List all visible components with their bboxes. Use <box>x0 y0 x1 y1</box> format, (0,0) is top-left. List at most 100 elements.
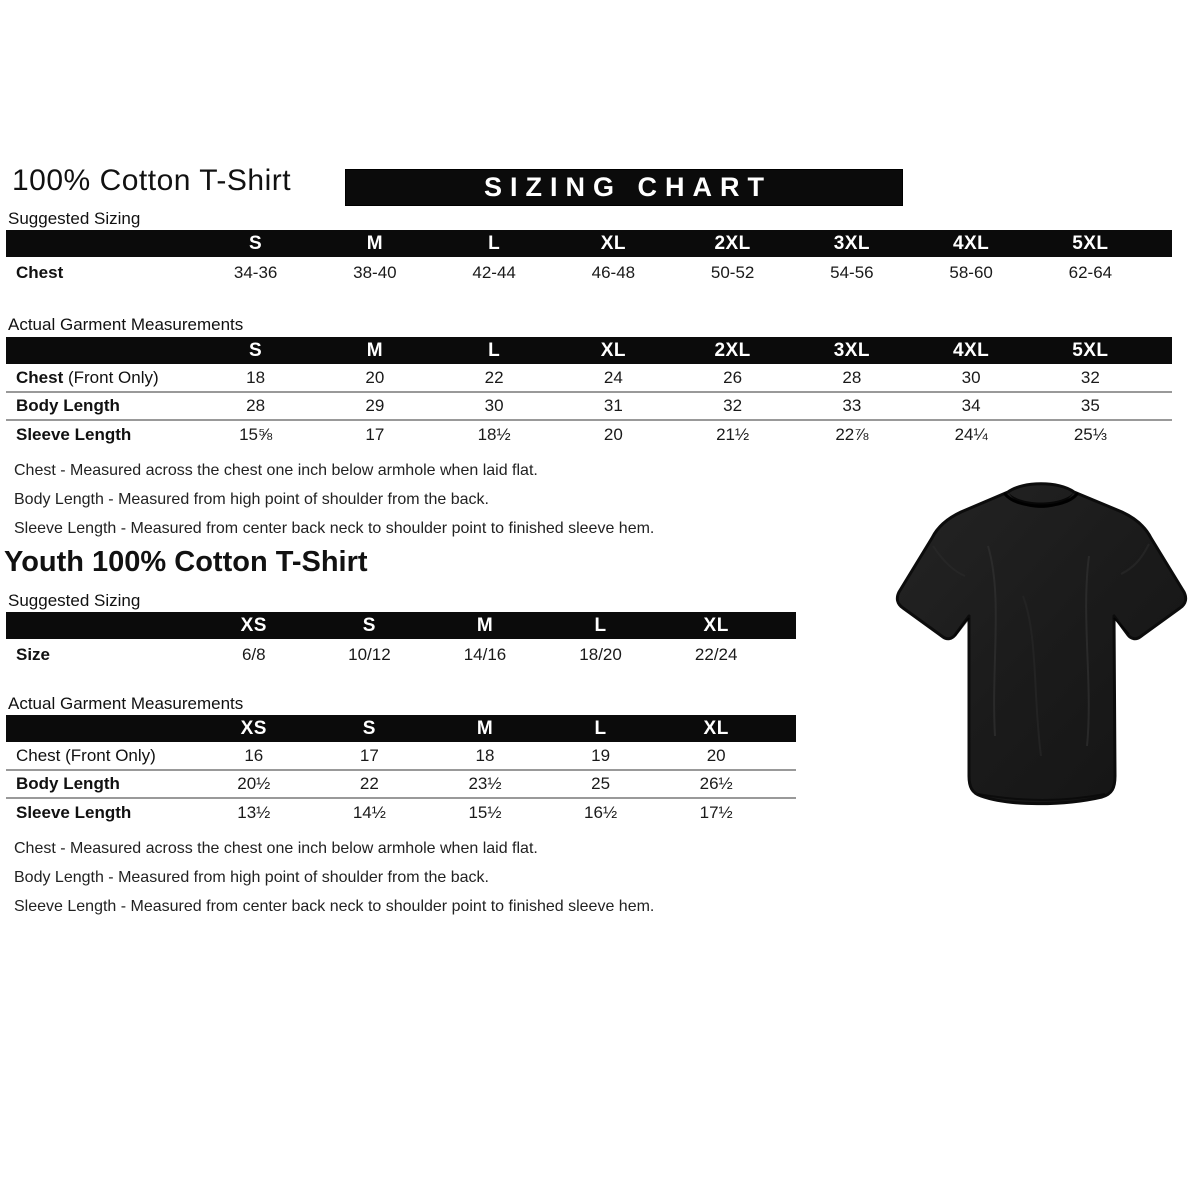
size-column-header: S <box>311 715 428 742</box>
measurement-row: Size 6/8 10/12 14/16 18/20 22/24 <box>6 639 796 671</box>
measurement-cell: 21½ <box>716 424 750 444</box>
measurement-cell: 62-64 <box>1068 263 1113 282</box>
measurement-cell: 14½ <box>352 802 386 822</box>
size-column-header: L <box>434 230 554 257</box>
measurement-cell: 58-60 <box>949 263 993 282</box>
measurement-cell: 26 <box>673 364 793 393</box>
size-column-header: 2XL <box>673 337 793 364</box>
measurement-cell: 14/16 <box>463 645 507 664</box>
size-column-header: L <box>542 715 659 742</box>
measurement-cell: 28 <box>196 392 316 421</box>
measurement-cell: 17 <box>311 742 428 771</box>
measurement-row: Chest (Front Only) 16 17 18 19 20 <box>6 742 796 771</box>
measurement-row: Sleeve Length 13½ 14½ 15½ 16½ 17½ <box>6 798 796 826</box>
size-column-header: L <box>434 337 554 364</box>
measurement-cell: 15½ <box>468 802 502 822</box>
row-label: Body Length <box>6 770 196 799</box>
youth-actual-measurements-table: XS S M L XL Chest (Front Only) 16 17 18 19 20 Body … <box>6 715 796 826</box>
measurement-cell: 34 <box>911 392 1031 421</box>
measurement-cell: 34-36 <box>233 263 278 282</box>
size-column-header: 5XL <box>1030 337 1150 364</box>
corner-cell <box>6 715 196 742</box>
measurement-cell: 33 <box>792 392 912 421</box>
size-column-header: 4XL <box>911 337 1031 364</box>
measurement-cell: 23½ <box>427 770 543 799</box>
measurement-cell: 54-56 <box>830 263 874 282</box>
row-label: Body Length <box>6 392 196 421</box>
measurement-cell: 32 <box>1030 364 1150 393</box>
size-column-header: S <box>196 230 316 257</box>
row-label: Chest (Front Only) <box>6 742 196 771</box>
measurement-cell: 24 <box>553 364 673 393</box>
note-body-length: Body Length - Measured from high point o… <box>14 869 489 886</box>
size-header-row: XS S M L XL <box>6 715 796 742</box>
measurement-row: Chest (Front Only) 18 20 22 24 26 28 30 32 <box>6 364 1172 393</box>
measurement-cell: 15⅝ <box>239 424 273 444</box>
page-title: 100% Cotton T-Shirt <box>12 164 292 197</box>
size-column-header: XS <box>196 612 312 639</box>
measurement-cell: 24¼ <box>954 424 988 444</box>
size-column-header: L <box>542 612 659 639</box>
row-label: Sleeve Length <box>16 802 132 822</box>
measurement-cell: 16½ <box>584 802 618 822</box>
measurement-cell: 20½ <box>196 770 312 799</box>
youth-suggested-sizing-table: XS S M L XL Size 6/8 10/12 14/16 18/20 22/24 <box>6 612 796 671</box>
sizing-chart-banner: SIZING CHART <box>345 169 903 206</box>
measurement-cell: 18½ <box>477 424 511 444</box>
measurement-cell: 18 <box>427 742 543 771</box>
note-body-length: Body Length - Measured from high point o… <box>14 491 489 508</box>
filler-cell <box>1150 337 1172 364</box>
row-label: Size <box>16 645 51 664</box>
black-tshirt-graphic <box>895 482 1188 806</box>
size-column-header: 3XL <box>792 337 912 364</box>
size-column-header: M <box>315 337 435 364</box>
note-sleeve-length: Sleeve Length - Measured from center bac… <box>14 898 655 915</box>
size-header-row: S M L XL 2XL 3XL 4XL 5XL <box>6 230 1172 257</box>
banner-title: SIZING CHART <box>484 172 772 202</box>
size-column-header: 2XL <box>673 230 793 257</box>
measurement-cell: 19 <box>542 742 659 771</box>
measurement-cell: 20 <box>658 742 774 771</box>
filler-cell <box>774 612 796 639</box>
measurement-cell: 18/20 <box>579 645 622 664</box>
measurement-row: Body Length 28 29 30 31 32 33 34 35 <box>6 392 1172 421</box>
measurement-cell: 30 <box>434 392 554 421</box>
measurement-cell: 25 <box>542 770 659 799</box>
measurement-cell: 17½ <box>699 802 733 822</box>
measurement-cell: 22⅞ <box>835 424 869 444</box>
size-column-header: S <box>311 612 428 639</box>
row-label: Chest <box>16 263 64 282</box>
size-column-header: XL <box>553 337 673 364</box>
corner-cell <box>6 230 196 257</box>
size-column-header: XS <box>196 715 312 742</box>
tshirt-image <box>893 476 1189 832</box>
filler-cell <box>1150 364 1172 393</box>
measurement-cell: 28 <box>792 364 912 393</box>
adult-suggested-sizing-table: S M L XL 2XL 3XL 4XL 5XL Chest 34-36 38-40 42-44 46-… <box>6 230 1172 289</box>
measurement-row: Sleeve Length 15⅝ 17 18½ 20 21½ 22⅞ 24¼ 25⅓ <box>6 420 1172 448</box>
youth-actual-measurements-label: Actual Garment Measurements <box>8 694 244 713</box>
filler-cell <box>774 715 796 742</box>
measurement-cell: 38-40 <box>353 263 397 282</box>
filler-cell <box>774 770 796 799</box>
corner-cell <box>6 337 196 364</box>
measurement-cell: 17 <box>365 424 385 444</box>
size-column-header: 4XL <box>911 230 1031 257</box>
youth-suggested-sizing-label: Suggested Sizing <box>8 591 141 610</box>
size-column-header: XL <box>553 230 673 257</box>
measurement-cell: 26½ <box>658 770 774 799</box>
size-column-header: XL <box>658 715 774 742</box>
filler-cell <box>774 639 796 671</box>
measurement-cell: 29 <box>315 392 435 421</box>
adult-measurement-notes: Chest - Measured across the chest one in… <box>14 461 654 548</box>
size-column-header: 3XL <box>792 230 912 257</box>
measurement-cell: 22/24 <box>694 645 738 664</box>
measurement-cell: 42-44 <box>472 263 516 282</box>
measurement-cell: 18 <box>196 364 316 393</box>
filler-cell <box>1150 257 1172 289</box>
size-column-header: M <box>427 612 543 639</box>
measurement-cell: 13½ <box>237 802 271 822</box>
measurement-cell: 20 <box>315 364 435 393</box>
note-chest: Chest - Measured across the chest one in… <box>14 840 538 857</box>
